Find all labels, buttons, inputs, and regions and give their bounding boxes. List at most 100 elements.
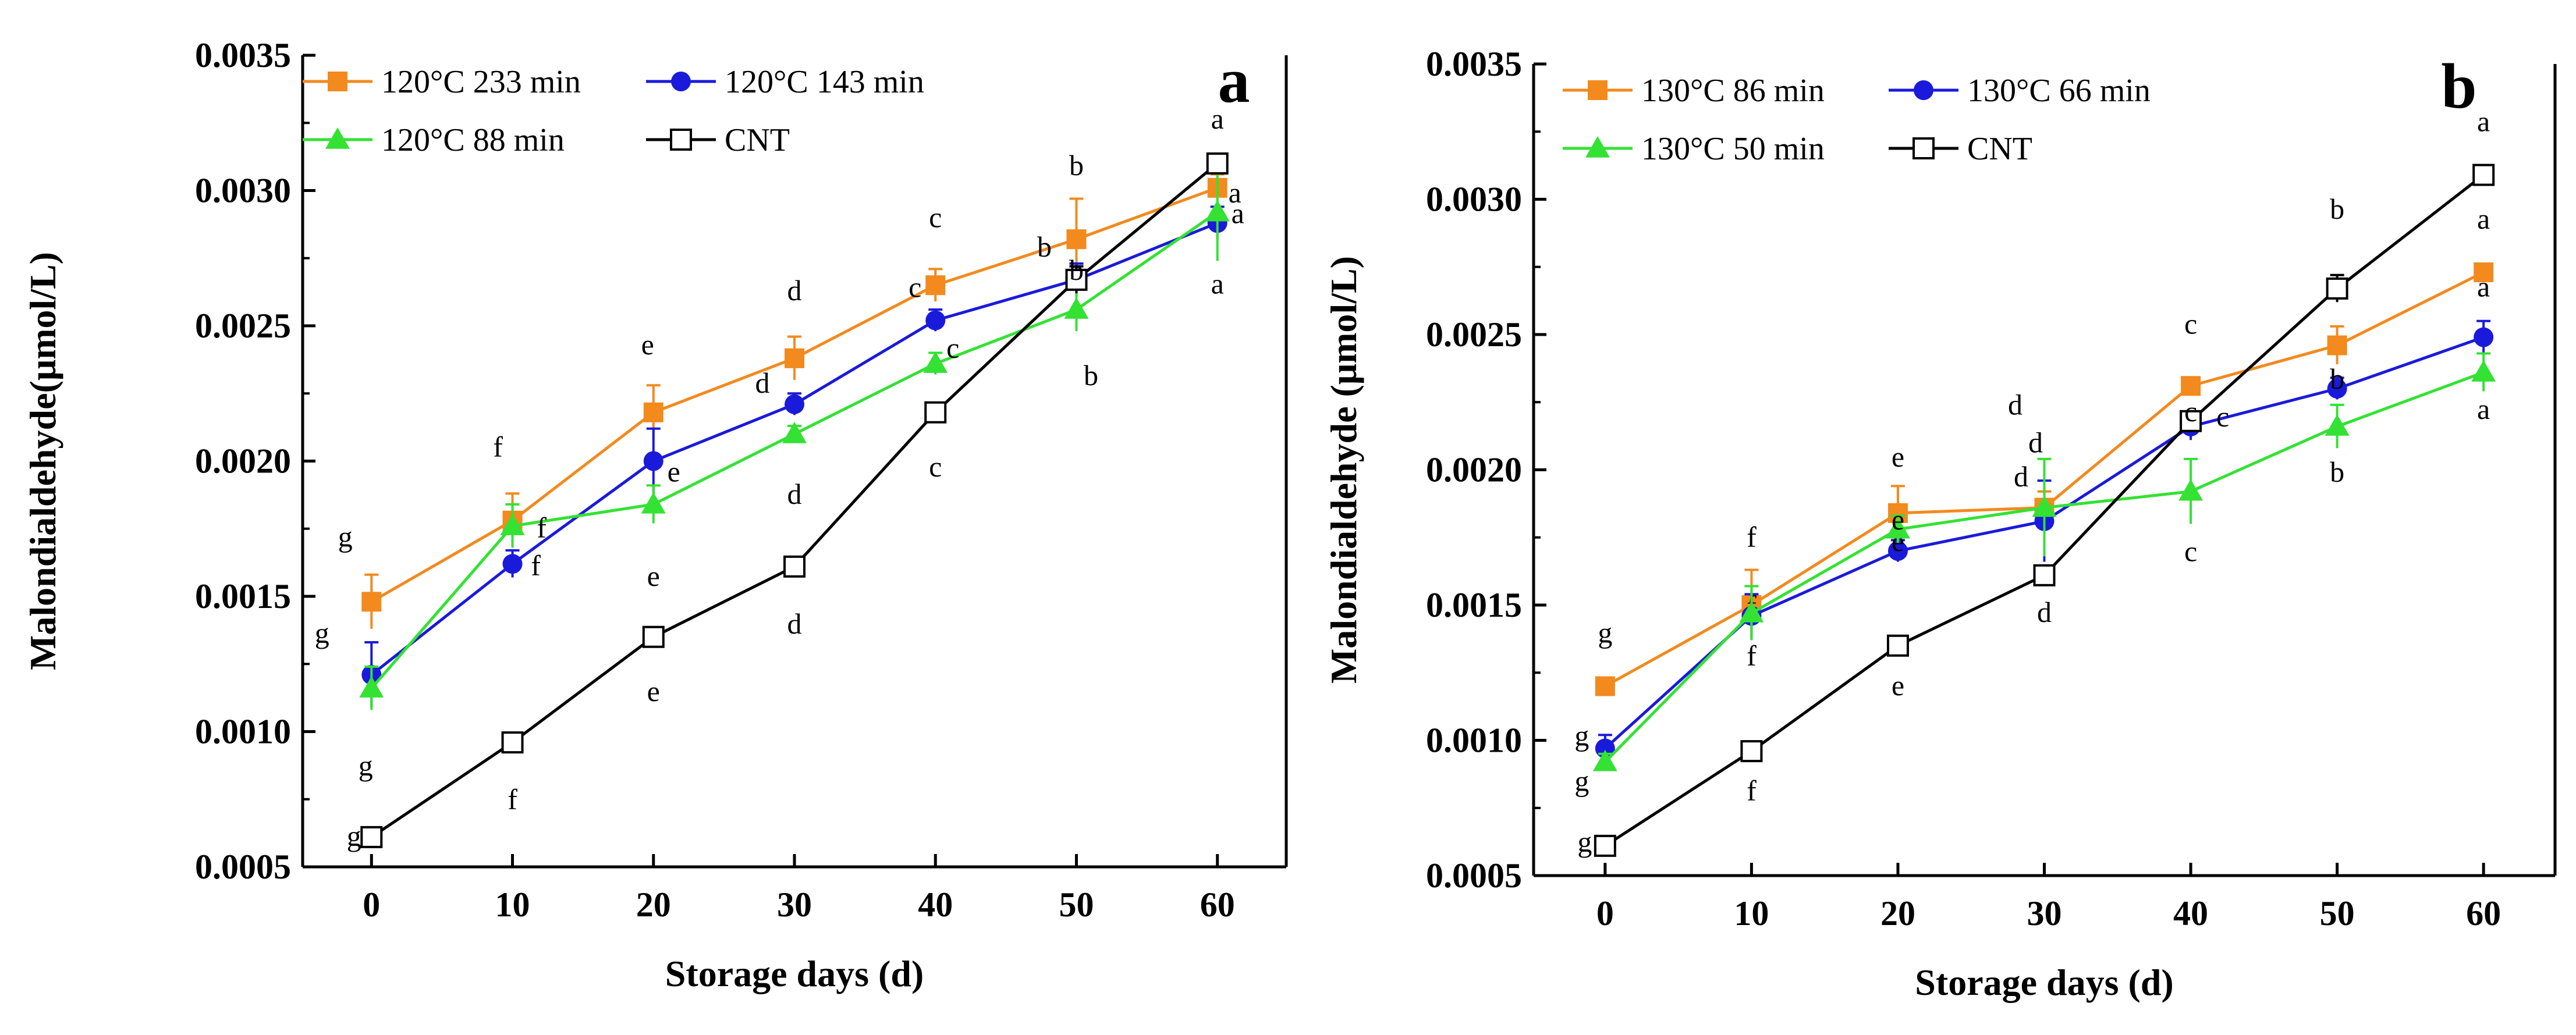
significance-letter: g xyxy=(338,520,353,553)
data-point xyxy=(1594,834,1616,857)
x-tick-label: 20 xyxy=(636,885,671,924)
data-point xyxy=(2326,277,2348,300)
y-tick-label: 0.0030 xyxy=(1426,180,1522,219)
significance-letter: b xyxy=(2330,362,2344,395)
x-axis-title: Storage days (d) xyxy=(665,953,924,994)
data-point xyxy=(1739,600,1764,623)
legend-marker xyxy=(670,129,692,151)
significance-letter: e xyxy=(1892,503,1904,536)
data-point xyxy=(1205,200,1230,222)
data-point xyxy=(785,348,804,368)
data-point xyxy=(1886,634,1909,657)
data-point xyxy=(643,402,663,422)
x-tick-label: 30 xyxy=(777,885,812,924)
data-point xyxy=(641,492,666,514)
data-point xyxy=(1592,749,1617,771)
legend-marker xyxy=(1585,136,1610,158)
legend-entry: 120°C 143 min xyxy=(646,64,924,100)
significance-letter: d xyxy=(2014,460,2028,493)
significance-letter: g xyxy=(315,617,329,649)
legend-entry: 130°C 86 min xyxy=(1563,73,1825,109)
significance-letter: a xyxy=(2477,202,2490,235)
data-point xyxy=(2327,335,2347,355)
significance-letter: c xyxy=(2184,395,2197,428)
legend-marker xyxy=(671,72,691,91)
legend-label: 130°C 50 min xyxy=(1641,131,1825,167)
significance-letter: f xyxy=(1747,774,1757,807)
significance-letter: g xyxy=(1577,826,1592,858)
legend-label: 130°C 86 min xyxy=(1641,73,1825,109)
data-point xyxy=(1206,152,1229,175)
x-tick-label: 60 xyxy=(1200,885,1235,924)
significance-letter: b xyxy=(1084,359,1098,392)
series-2: g f e d c b a xyxy=(1574,352,2496,798)
legend-entry: 120°C 88 min xyxy=(303,122,565,158)
significance-letter: d xyxy=(2028,426,2043,459)
data-point xyxy=(502,554,523,574)
x-tick-label: 40 xyxy=(918,885,953,924)
data-point xyxy=(2178,479,2204,501)
x-tick-label: 40 xyxy=(2173,894,2208,933)
data-point xyxy=(2181,376,2201,396)
significance-letter: f xyxy=(537,511,547,544)
y-axis-title: Malondialdehyde (μmol/L) xyxy=(1323,256,1364,684)
legend-marker xyxy=(1588,80,1608,100)
data-point xyxy=(2032,495,2057,517)
significance-letter: e xyxy=(1892,669,1904,702)
data-point xyxy=(1887,541,1908,561)
significance-letter: g xyxy=(1598,617,1612,649)
legend-label: 120°C 143 min xyxy=(725,64,924,100)
significance-letter: c xyxy=(929,201,942,233)
x-tick-label: 0 xyxy=(1596,894,1614,933)
data-point xyxy=(2327,379,2347,399)
y-tick-label: 0.0025 xyxy=(195,307,291,345)
y-tick-label: 0.0025 xyxy=(1426,315,1522,354)
significance-letter: a xyxy=(1229,176,1241,209)
data-point xyxy=(500,514,525,535)
significance-letter: g xyxy=(1574,765,1589,798)
x-tick-label: 20 xyxy=(1880,894,1915,933)
significance-letter: b xyxy=(1069,254,1084,286)
significance-letter: f xyxy=(531,549,541,582)
significance-letter: f xyxy=(493,431,503,463)
chart-panel-a: 0.0005 0.0010 0.0015 0.0020 0.0025 0.0030 0.00… xyxy=(22,36,1288,994)
data-point xyxy=(1065,268,1088,291)
data-point xyxy=(783,555,806,578)
legend-marker xyxy=(1913,137,1935,159)
significance-letter: f xyxy=(508,783,517,816)
data-point xyxy=(642,625,665,648)
data-point xyxy=(2325,414,2350,436)
data-point xyxy=(2474,262,2494,283)
legend-label: 130°C 66 min xyxy=(1967,73,2151,109)
data-point xyxy=(924,401,947,424)
data-point xyxy=(2180,410,2202,432)
significance-letter: e xyxy=(641,328,654,361)
significance-letter: c xyxy=(2184,535,2197,568)
legend-entry: 130°C 50 min xyxy=(1563,131,1825,167)
x-tick-label: 30 xyxy=(2027,894,2062,933)
y-tick-label: 0.0035 xyxy=(1426,45,1522,83)
y-tick-label: 0.0030 xyxy=(195,172,291,210)
legend-entry: 130°C 66 min xyxy=(1889,73,2151,109)
significance-letter: f xyxy=(1747,639,1757,672)
y-tick-label: 0.0010 xyxy=(195,713,291,751)
legend-label: 120°C 88 min xyxy=(381,122,565,158)
x-tick-label: 10 xyxy=(1734,894,1769,933)
data-point xyxy=(1595,676,1615,696)
legend-label: 120°C 233 min xyxy=(381,64,581,100)
data-point xyxy=(361,592,382,612)
data-point xyxy=(1885,517,1910,539)
panel-letter: a xyxy=(1218,45,1250,116)
legend-marker xyxy=(1914,80,1933,100)
x-tick-label: 60 xyxy=(2466,894,2501,933)
significance-letter: g xyxy=(1574,719,1589,752)
significance-letter: d xyxy=(787,478,802,510)
data-point xyxy=(923,351,948,373)
y-tick-label: 0.0020 xyxy=(1426,451,1522,489)
significance-letter: a xyxy=(1211,268,1224,300)
data-point xyxy=(925,310,946,330)
data-point xyxy=(501,731,524,754)
series-1: g f e d c b a xyxy=(315,197,1244,707)
legend-entry: 120°C 233 min xyxy=(303,64,581,100)
